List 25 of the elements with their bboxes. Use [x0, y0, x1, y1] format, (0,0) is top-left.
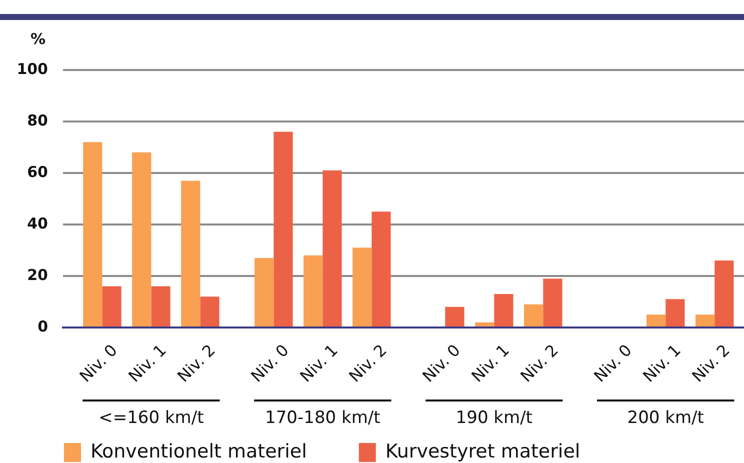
x-tick-label: Niv. 2	[688, 340, 734, 386]
text: 200 km/t	[627, 408, 704, 428]
x-tick-label: Niv. 0	[418, 340, 464, 386]
y-tick-label: 40	[27, 214, 48, 232]
y-axis-title: %	[30, 30, 46, 48]
legend-label: Konventionelt materiel	[90, 440, 307, 462]
x-tick-label: Niv. 2	[345, 340, 390, 386]
x-tick-label: Niv. 1	[639, 340, 684, 386]
x-tick-label: Niv. 1	[124, 340, 170, 386]
x-tick-label: Niv. 2	[516, 340, 562, 386]
text: <=160 km/t	[98, 408, 204, 428]
x-tick-label: Niv. 1	[468, 340, 513, 386]
x-tick-label: Niv. 2	[174, 340, 219, 386]
x-tick-label: Niv. 0	[590, 340, 636, 386]
x-tick-label: Niv. 0	[247, 340, 292, 386]
text: 170-180 km/t	[265, 408, 381, 428]
x-tick-label: Niv. 1	[296, 340, 342, 386]
y-tick-label: 60	[27, 162, 48, 181]
y-tick-label: 0	[38, 317, 48, 336]
x-tick-label: Niv. 0	[76, 340, 121, 386]
legend-label: Kurvestyret materiel	[385, 440, 580, 462]
text: 190 km/t	[456, 408, 533, 428]
y-tick-label: 80	[27, 111, 48, 130]
y-tick-label: 20	[27, 266, 48, 284]
y-tick-label: 100	[16, 60, 48, 78]
